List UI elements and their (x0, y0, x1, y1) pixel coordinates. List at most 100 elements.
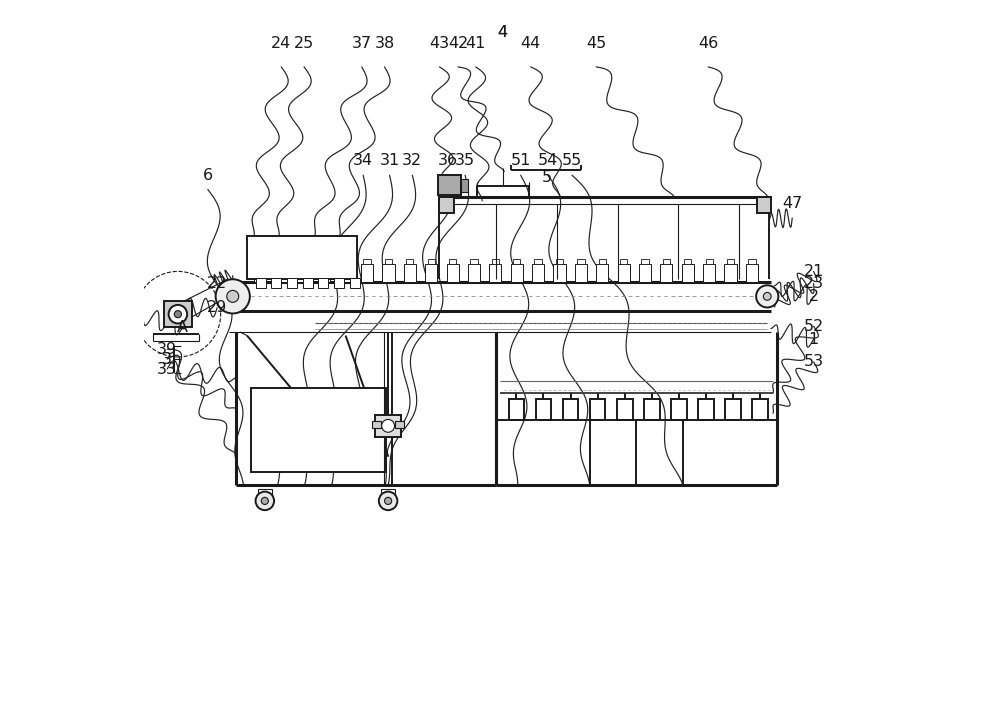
Bar (439, 198, 454, 213)
Bar (757, 198, 771, 213)
Circle shape (763, 293, 771, 300)
Bar (752, 399, 768, 420)
Bar (256, 278, 266, 288)
Bar (536, 399, 551, 420)
Bar (342, 260, 349, 265)
Text: 32: 32 (402, 154, 422, 169)
Bar (639, 265, 651, 282)
Bar (247, 236, 357, 279)
Circle shape (382, 420, 395, 433)
Bar (297, 265, 309, 282)
Text: 41: 41 (466, 36, 486, 51)
Bar (340, 265, 352, 282)
Text: 4: 4 (497, 25, 507, 40)
Circle shape (174, 311, 181, 318)
Bar (406, 260, 413, 265)
Bar (258, 489, 272, 497)
Bar (350, 278, 360, 288)
Text: 29: 29 (207, 300, 227, 315)
Bar (395, 421, 404, 428)
Bar (727, 260, 734, 265)
Bar (492, 260, 499, 265)
Text: A: A (177, 319, 188, 335)
Bar (590, 399, 605, 420)
Bar (382, 265, 395, 282)
Text: 51: 51 (510, 154, 531, 169)
Circle shape (756, 286, 778, 307)
Text: 31: 31 (379, 154, 400, 169)
Text: 5: 5 (541, 170, 551, 185)
Text: 34: 34 (353, 154, 373, 169)
Text: 39: 39 (157, 342, 177, 357)
Bar (299, 260, 307, 265)
Bar (671, 399, 687, 420)
Bar (361, 265, 373, 282)
Bar (254, 265, 266, 282)
Bar (318, 265, 330, 282)
Text: 38: 38 (374, 36, 395, 51)
Bar (724, 265, 737, 282)
Bar (596, 265, 608, 282)
Text: 24: 24 (271, 36, 291, 51)
Text: 4: 4 (497, 25, 507, 40)
Text: 46: 46 (698, 36, 718, 51)
Bar (509, 399, 524, 420)
Circle shape (216, 279, 250, 314)
Bar (447, 265, 459, 282)
Circle shape (261, 497, 268, 505)
Text: 47: 47 (782, 196, 802, 211)
Text: 3: 3 (162, 352, 172, 366)
Bar (599, 260, 606, 265)
Text: 55: 55 (562, 154, 582, 169)
Bar (532, 265, 544, 282)
Bar (271, 278, 281, 288)
Bar (318, 278, 328, 288)
Bar (489, 265, 501, 282)
Bar (684, 260, 691, 265)
Bar (553, 265, 566, 282)
Bar (276, 265, 288, 282)
Text: 6: 6 (203, 168, 213, 182)
Bar (725, 399, 741, 420)
Bar (278, 260, 285, 265)
Bar (706, 260, 713, 265)
Bar (381, 489, 395, 497)
Bar (748, 260, 756, 265)
Text: 33: 33 (157, 361, 177, 376)
Circle shape (227, 291, 239, 302)
Bar (644, 399, 660, 420)
Bar (663, 260, 670, 265)
Text: 23: 23 (804, 276, 824, 291)
Text: 45: 45 (586, 36, 606, 51)
Text: 52: 52 (803, 319, 824, 334)
Bar (375, 415, 401, 436)
Bar (334, 278, 344, 288)
Text: 37: 37 (352, 36, 372, 51)
Text: 21: 21 (803, 264, 824, 279)
Bar (303, 278, 313, 288)
Circle shape (169, 305, 187, 324)
Bar (385, 260, 392, 265)
Bar (703, 265, 715, 282)
Bar (682, 265, 694, 282)
Bar (287, 278, 297, 288)
Text: 43: 43 (429, 36, 449, 51)
Text: 22: 22 (207, 276, 227, 291)
Bar (372, 421, 381, 428)
Bar (257, 260, 264, 265)
Bar (698, 399, 714, 420)
Bar (618, 265, 630, 282)
Text: 36: 36 (438, 154, 458, 169)
Bar (513, 260, 520, 265)
Bar (251, 388, 386, 472)
Bar (534, 260, 542, 265)
Bar (617, 399, 633, 420)
Bar (425, 265, 437, 282)
Text: 1: 1 (808, 332, 819, 347)
Bar (470, 260, 478, 265)
Circle shape (379, 492, 397, 510)
Bar (468, 265, 480, 282)
Bar (577, 260, 585, 265)
Bar (746, 265, 758, 282)
Bar (438, 175, 461, 195)
